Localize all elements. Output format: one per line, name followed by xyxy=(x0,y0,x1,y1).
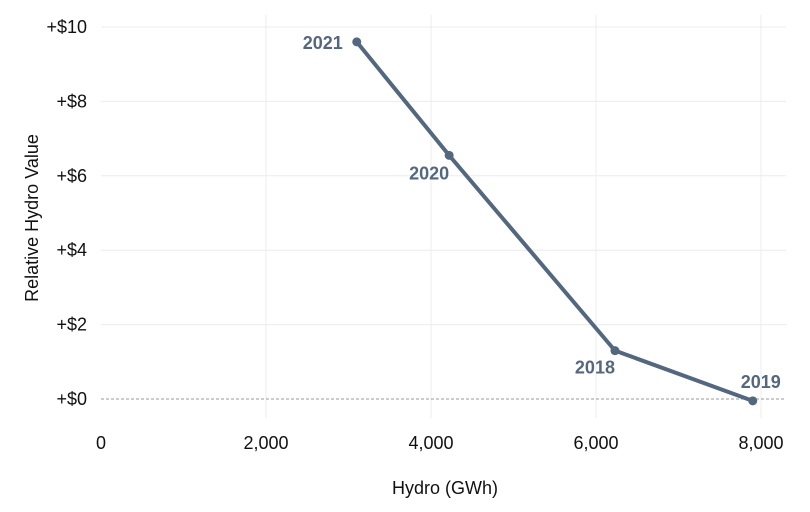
data-point xyxy=(748,396,758,406)
point-label: 2021 xyxy=(303,33,343,53)
y-tick-label: +$6 xyxy=(56,166,87,186)
y-tick-label: +$10 xyxy=(46,17,87,37)
y-axis-title: Relative Hydro Value xyxy=(22,134,42,302)
y-tick-label: +$2 xyxy=(56,315,87,335)
x-tick-label: 8,000 xyxy=(738,433,783,453)
x-axis-title: Hydro (GWh) xyxy=(392,478,498,498)
point-labels-layer: 2021 2020 2018 2019 xyxy=(303,33,781,392)
point-label: 2019 xyxy=(741,372,781,392)
y-tick-label: +$8 xyxy=(56,91,87,111)
x-tick-label: 2,000 xyxy=(243,433,288,453)
point-label: 2018 xyxy=(575,358,615,378)
axes-layer: 0 2,000 4,000 6,000 8,000 +$0 +$2 +$4 +$6 +$8 +$10 xyxy=(46,17,783,453)
y-tick-label: +$4 xyxy=(56,240,87,260)
y-tick-label: +$0 xyxy=(56,389,87,409)
series-layer xyxy=(352,37,758,406)
grid-layer xyxy=(101,15,786,418)
x-tick-label: 0 xyxy=(96,433,106,453)
x-tick-label: 4,000 xyxy=(408,433,453,453)
data-point xyxy=(444,150,454,160)
x-tick-label: 6,000 xyxy=(573,433,618,453)
data-point xyxy=(352,37,362,47)
point-label: 2020 xyxy=(409,163,449,183)
data-point xyxy=(610,346,620,356)
series-line xyxy=(354,39,755,403)
